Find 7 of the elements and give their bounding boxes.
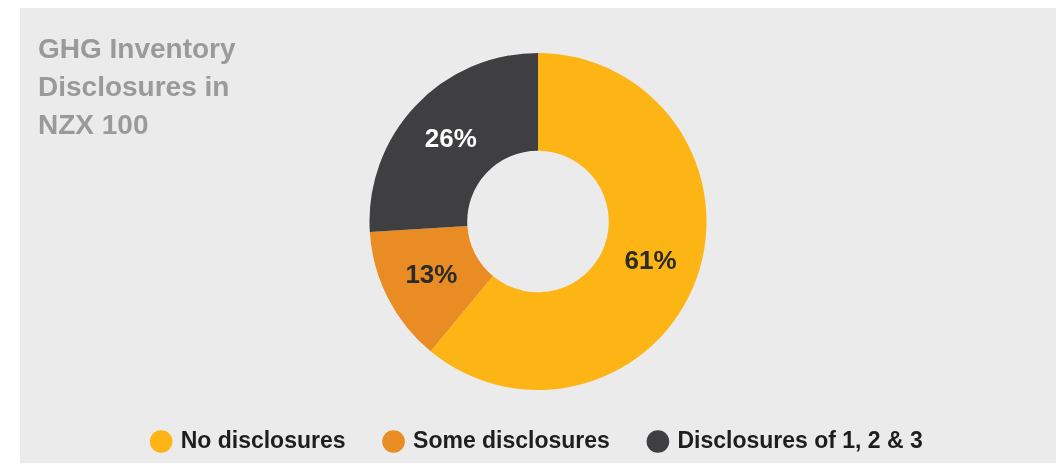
legend-label: No disclosures	[180, 426, 346, 453]
data-label: 26%	[424, 122, 477, 153]
legend-label: Disclosures of 1, 2 & 3	[677, 426, 923, 453]
legend-label: Some disclosures	[413, 426, 610, 453]
data-label: 13%	[405, 258, 458, 289]
text: GHG Inventory Disclosures in NZX 100	[38, 32, 237, 142]
data-label: 61%	[624, 245, 677, 276]
